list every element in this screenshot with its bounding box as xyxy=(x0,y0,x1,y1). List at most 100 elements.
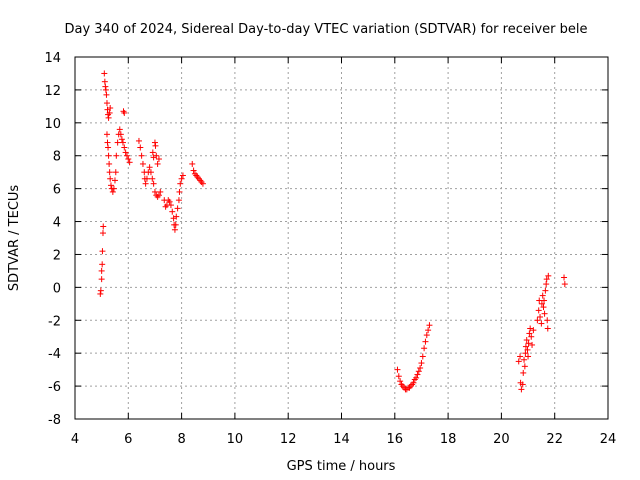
data-point xyxy=(518,386,525,393)
data-point xyxy=(179,172,186,179)
y-tick-label: -6 xyxy=(48,380,61,395)
x-tick-label: 20 xyxy=(493,432,510,447)
data-point xyxy=(113,152,120,159)
data-point xyxy=(529,341,536,348)
data-point xyxy=(543,276,550,283)
data-point xyxy=(149,149,156,156)
data-point xyxy=(102,83,109,90)
data-point xyxy=(157,188,164,195)
data-point xyxy=(517,353,524,360)
data-point xyxy=(189,160,196,167)
data-point xyxy=(150,180,157,187)
x-tick-label: 14 xyxy=(333,432,350,447)
y-tick-label: -2 xyxy=(48,314,61,329)
data-point xyxy=(152,142,159,149)
data-point xyxy=(116,126,123,133)
data-point xyxy=(523,337,530,344)
x-tick-label: 12 xyxy=(280,432,297,447)
data-point xyxy=(561,274,568,281)
data-point xyxy=(101,70,108,77)
data-point xyxy=(169,208,176,215)
data-point xyxy=(107,182,114,189)
data-point xyxy=(109,188,116,195)
data-point xyxy=(155,156,162,163)
data-point xyxy=(98,267,105,274)
data-point xyxy=(101,78,108,85)
data-point xyxy=(414,371,421,378)
data-point xyxy=(528,333,535,340)
data-point xyxy=(421,345,428,352)
data-point xyxy=(105,144,112,151)
data-point xyxy=(413,374,420,381)
data-point xyxy=(410,379,417,386)
y-axis-label: SDTVAR / TECUs xyxy=(7,185,22,292)
y-tick-label: 12 xyxy=(44,84,61,99)
data-point xyxy=(176,188,183,195)
data-point xyxy=(142,180,149,187)
data-point xyxy=(534,317,541,324)
data-point xyxy=(107,175,114,182)
data-point xyxy=(177,180,184,187)
data-point xyxy=(541,310,548,317)
x-tick-label: 22 xyxy=(546,432,563,447)
data-point xyxy=(178,175,185,182)
data-point xyxy=(123,152,130,159)
data-point xyxy=(535,307,542,314)
data-point xyxy=(122,149,129,156)
data-point xyxy=(418,360,425,367)
y-tick-label: 10 xyxy=(44,117,61,132)
data-point xyxy=(521,363,528,370)
data-point xyxy=(541,297,548,304)
data-point xyxy=(545,272,552,279)
data-point xyxy=(99,248,106,255)
y-tick-label: -8 xyxy=(48,413,61,428)
data-point xyxy=(147,169,154,176)
data-point xyxy=(107,105,114,112)
data-point xyxy=(105,152,112,159)
data-point xyxy=(526,330,533,337)
y-tick-label: 6 xyxy=(53,183,61,198)
data-point xyxy=(524,346,531,353)
data-point xyxy=(126,159,133,166)
data-point xyxy=(527,325,534,332)
data-point xyxy=(103,131,110,138)
data-point xyxy=(540,304,547,311)
chart-title: Day 340 of 2024, Sidereal Day-to-day VTE… xyxy=(65,22,588,37)
data-point xyxy=(111,177,118,184)
data-point xyxy=(417,364,424,371)
data-point xyxy=(172,221,179,228)
grid-lines xyxy=(75,57,608,419)
data-point xyxy=(544,325,551,332)
data-point xyxy=(103,91,110,98)
y-tick-label: -4 xyxy=(48,347,61,362)
data-point xyxy=(137,144,144,151)
data-point xyxy=(114,139,121,146)
data-point xyxy=(174,205,181,212)
data-point xyxy=(102,86,109,93)
x-tick-label: 16 xyxy=(387,432,404,447)
data-point xyxy=(422,338,429,345)
data-point xyxy=(155,192,162,199)
data-point xyxy=(522,343,529,350)
data-point xyxy=(112,169,119,176)
data-point xyxy=(171,226,178,233)
data-points xyxy=(97,70,568,393)
data-point xyxy=(121,109,128,116)
data-point xyxy=(538,320,545,327)
data-point xyxy=(173,213,180,220)
data-point xyxy=(543,281,550,288)
data-point xyxy=(106,109,113,116)
data-point xyxy=(117,131,124,138)
data-point xyxy=(519,381,526,388)
data-point xyxy=(110,185,117,192)
data-point xyxy=(118,136,125,143)
data-point xyxy=(425,327,432,334)
data-point xyxy=(520,369,527,376)
data-point xyxy=(104,139,111,146)
data-point xyxy=(530,327,537,334)
data-point xyxy=(426,322,433,329)
data-point xyxy=(538,300,545,307)
data-point xyxy=(100,223,107,230)
x-tick-label: 6 xyxy=(124,432,132,447)
